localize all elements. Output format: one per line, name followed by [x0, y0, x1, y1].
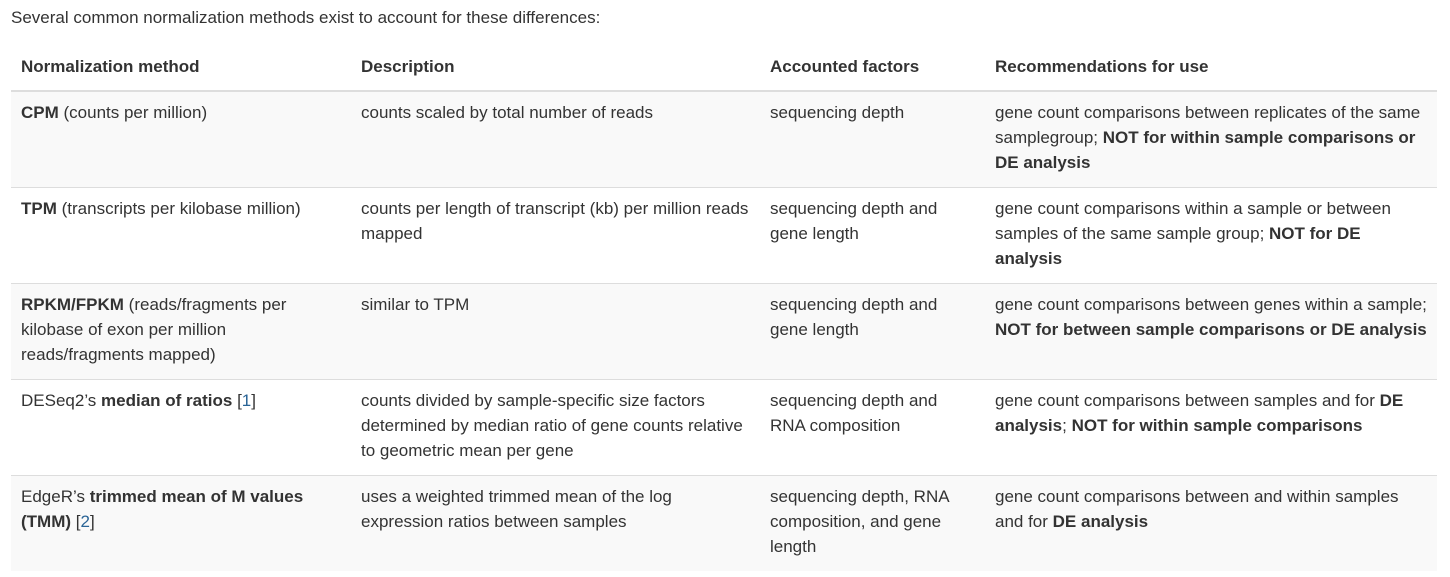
- rec-emphasis: NOT for within sample comparisons or DE …: [995, 128, 1416, 172]
- recommendations-cell: gene count comparisons between and withi…: [985, 474, 1437, 571]
- table-row: RPKM/FPKM (reads/fragments per kilobase …: [11, 282, 1437, 379]
- rec-emphasis: DE analysis: [1052, 511, 1149, 531]
- factors-cell: sequencing depth and RNA composition: [760, 378, 985, 475]
- header-method: Normalization method: [11, 42, 351, 92]
- method-name: CPM: [21, 103, 59, 122]
- description-cell: counts per length of transcript (kb) per…: [351, 186, 760, 283]
- ref-bracket-close: ]: [89, 511, 95, 531]
- rec-emphasis-2: NOT for within sample comparisons: [1071, 415, 1363, 435]
- ref-bracket-open: [: [75, 511, 81, 531]
- ref-bracket-close: ]: [251, 390, 256, 410]
- recommendations-cell: gene count comparisons within a sample o…: [985, 186, 1437, 283]
- ref-bracket-open: [: [237, 390, 242, 410]
- method-prefix: DESeq2’s: [21, 390, 102, 410]
- method-name: trimmed mean of M values (TMM): [21, 486, 304, 531]
- reference-link-2[interactable]: 2: [80, 511, 90, 531]
- rec-text: gene count comparisons between and withi…: [995, 486, 1399, 531]
- rec-emphasis: DE analysis: [995, 390, 1404, 435]
- description-cell: uses a weighted trimmed mean of the log …: [351, 474, 760, 571]
- factors-cell: sequencing depth, RNA composition, and g…: [760, 474, 985, 571]
- rec-text: gene count comparisons between samples a…: [995, 390, 1380, 410]
- header-description: Description: [351, 42, 760, 92]
- table-row: TPM (transcripts per kilobase million) c…: [11, 186, 1437, 283]
- description-cell: counts scaled by total number of reads: [351, 91, 760, 187]
- table-row: DESeq2’s median of ratios [1] counts div…: [11, 378, 1437, 475]
- rec-emphasis: NOT for DE analysis: [995, 223, 1361, 268]
- header-factors: Accounted factors: [760, 42, 985, 92]
- rec-text: gene count comparisons between replicate…: [995, 103, 1421, 147]
- method-name: RPKM/FPKM: [21, 294, 124, 314]
- recommendations-cell: gene count comparisons between replicate…: [985, 91, 1437, 187]
- rec-text: gene count comparisons within a sample o…: [995, 198, 1391, 243]
- recommendations-cell: gene count comparisons between samples a…: [985, 378, 1437, 475]
- method-suffix: (counts per million): [58, 103, 208, 122]
- normalization-table: Normalization method Description Account…: [11, 42, 1437, 571]
- method-suffix: (reads/fragments per kilobase of exon pe…: [21, 294, 287, 364]
- recommendations-cell: gene count comparisons between genes wit…: [985, 282, 1437, 379]
- factors-cell: sequencing depth: [760, 91, 985, 187]
- description-cell: counts divided by sample-specific size f…: [351, 378, 760, 475]
- table-header-row: Normalization method Description Account…: [11, 42, 1437, 92]
- method-prefix: EdgeR’s: [21, 486, 90, 506]
- method-cell: EdgeR’s trimmed mean of M values (TMM) […: [11, 474, 351, 571]
- method-cell: CPM (counts per million): [11, 91, 351, 187]
- method-cell: DESeq2’s median of ratios [1]: [11, 378, 351, 475]
- factors-cell: sequencing depth and gene length: [760, 186, 985, 283]
- rec-emphasis: NOT for between sample comparisons or DE…: [995, 319, 1427, 339]
- reference-link-1[interactable]: 1: [241, 390, 252, 410]
- intro-text: Several common normalization methods exi…: [11, 8, 601, 27]
- method-cell: RPKM/FPKM (reads/fragments per kilobase …: [11, 282, 351, 379]
- method-suffix: (transcripts per kilobase million): [56, 198, 301, 218]
- table-row: CPM (counts per million) counts scaled b…: [11, 91, 1437, 187]
- description-cell: similar to TPM: [351, 282, 760, 379]
- table-row: EdgeR’s trimmed mean of M values (TMM) […: [11, 474, 1437, 571]
- factors-cell: sequencing depth and gene length: [760, 282, 985, 379]
- header-recommendations: Recommendations for use: [985, 42, 1437, 92]
- method-name: TPM: [21, 198, 57, 218]
- method-cell: TPM (transcripts per kilobase million): [11, 186, 351, 283]
- method-name: median of ratios: [101, 390, 233, 410]
- rec-separator: ;: [1062, 415, 1072, 435]
- rec-text: gene count comparisons between genes wit…: [995, 294, 1427, 314]
